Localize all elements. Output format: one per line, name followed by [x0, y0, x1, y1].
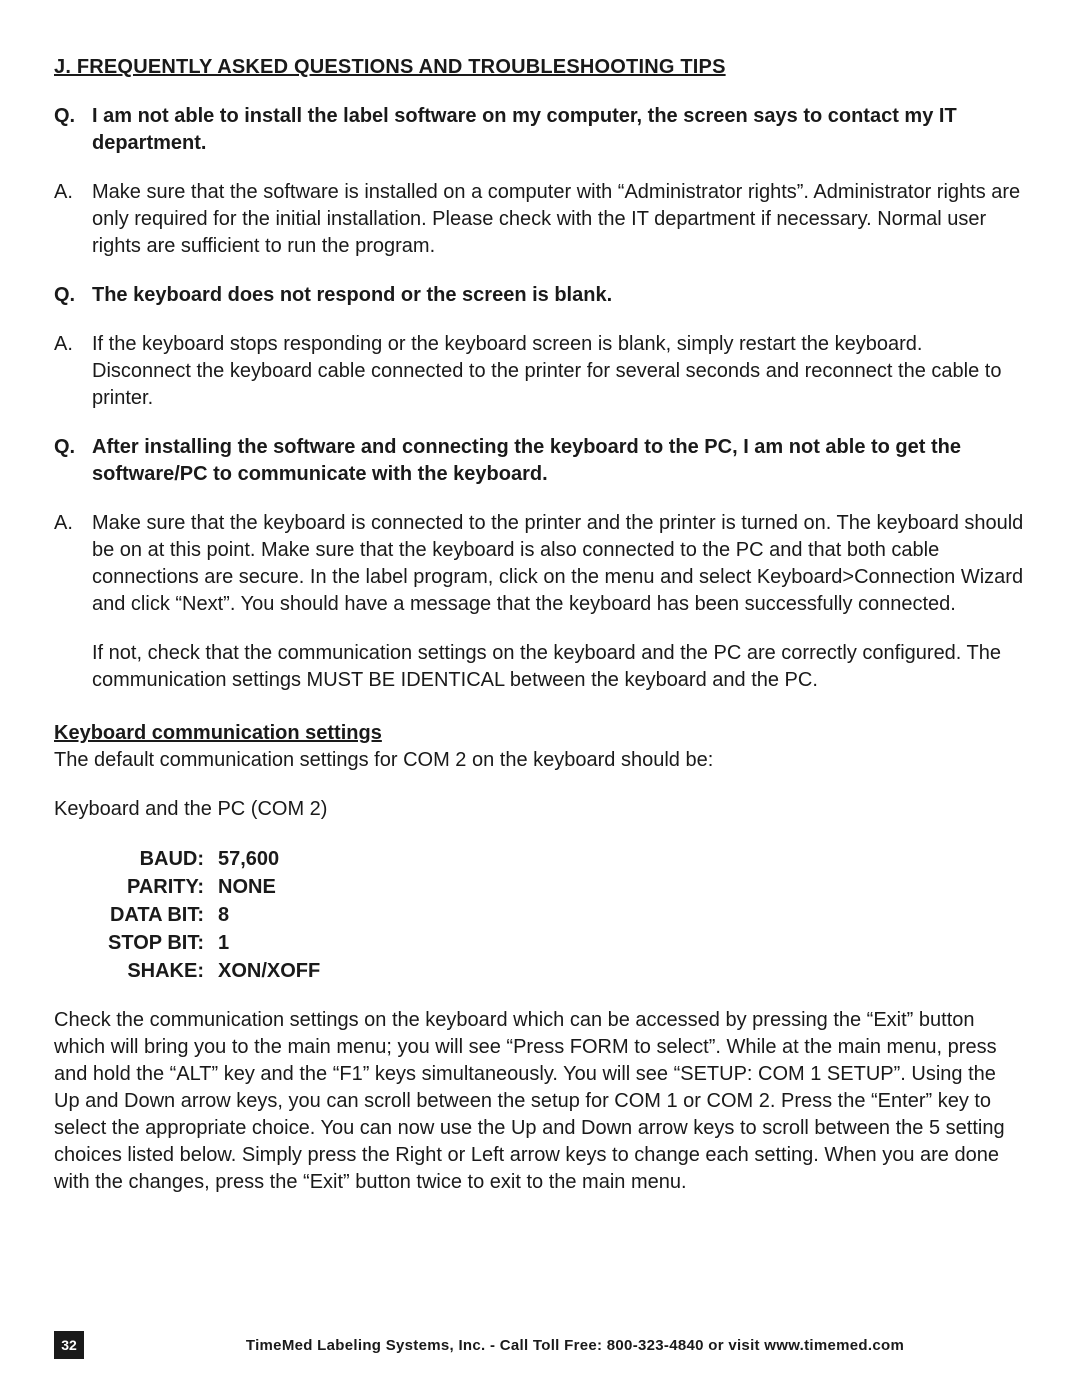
a-label: A.: [54, 331, 92, 412]
qa-block: Q. After installing the software and con…: [54, 434, 1026, 694]
a-text: Make sure that the software is installed…: [92, 179, 1026, 260]
settings-label: BAUD:: [90, 845, 218, 873]
settings-label: DATA BIT:: [90, 901, 218, 929]
footer-text: TimeMed Labeling Systems, Inc. - Call To…: [84, 1337, 1026, 1354]
settings-table: BAUD: 57,600 PARITY: NONE DATA BIT: 8 ST…: [90, 845, 1026, 985]
settings-row: STOP BIT: 1: [90, 929, 1026, 957]
a-text-para: If not, check that the communication set…: [92, 640, 1026, 694]
question: Q. The keyboard does not respond or the …: [54, 282, 1026, 309]
comm-intro: The default communication settings for C…: [54, 747, 1026, 774]
section-title: J. FREQUENTLY ASKED QUESTIONS AND TROUBL…: [54, 56, 1026, 79]
qa-block: Q. I am not able to install the label so…: [54, 103, 1026, 260]
settings-row: SHAKE: XON/XOFF: [90, 957, 1026, 985]
footer: 32 TimeMed Labeling Systems, Inc. - Call…: [54, 1331, 1026, 1359]
a-text-para: Make sure that the keyboard is connected…: [92, 512, 1023, 615]
instructions: Check the communication settings on the …: [54, 1007, 1026, 1196]
settings-value: 57,600: [218, 845, 279, 873]
q-text: I am not able to install the label softw…: [92, 103, 1026, 157]
comm-sub: Keyboard and the PC (COM 2): [54, 796, 1026, 823]
comm-heading: Keyboard communication settings: [54, 722, 1026, 745]
q-label: Q.: [54, 282, 92, 309]
q-label: Q.: [54, 434, 92, 488]
q-text: After installing the software and connec…: [92, 434, 1026, 488]
q-text: The keyboard does not respond or the scr…: [92, 282, 1026, 309]
a-text: Make sure that the keyboard is connected…: [92, 510, 1026, 694]
answer: A. If the keyboard stops responding or t…: [54, 331, 1026, 412]
settings-value: XON/XOFF: [218, 957, 320, 985]
answer: A. Make sure that the software is instal…: [54, 179, 1026, 260]
settings-label: PARITY:: [90, 873, 218, 901]
settings-value: NONE: [218, 873, 276, 901]
a-label: A.: [54, 510, 92, 694]
settings-row: PARITY: NONE: [90, 873, 1026, 901]
settings-row: DATA BIT: 8: [90, 901, 1026, 929]
settings-label: STOP BIT:: [90, 929, 218, 957]
q-label: Q.: [54, 103, 92, 157]
qa-block: Q. The keyboard does not respond or the …: [54, 282, 1026, 412]
settings-value: 1: [218, 929, 229, 957]
answer: A. Make sure that the keyboard is connec…: [54, 510, 1026, 694]
a-label: A.: [54, 179, 92, 260]
question: Q. I am not able to install the label so…: [54, 103, 1026, 157]
settings-value: 8: [218, 901, 229, 929]
a-text: If the keyboard stops responding or the …: [92, 331, 1026, 412]
settings-row: BAUD: 57,600: [90, 845, 1026, 873]
page-number-badge: 32: [54, 1331, 84, 1359]
question: Q. After installing the software and con…: [54, 434, 1026, 488]
settings-label: SHAKE:: [90, 957, 218, 985]
